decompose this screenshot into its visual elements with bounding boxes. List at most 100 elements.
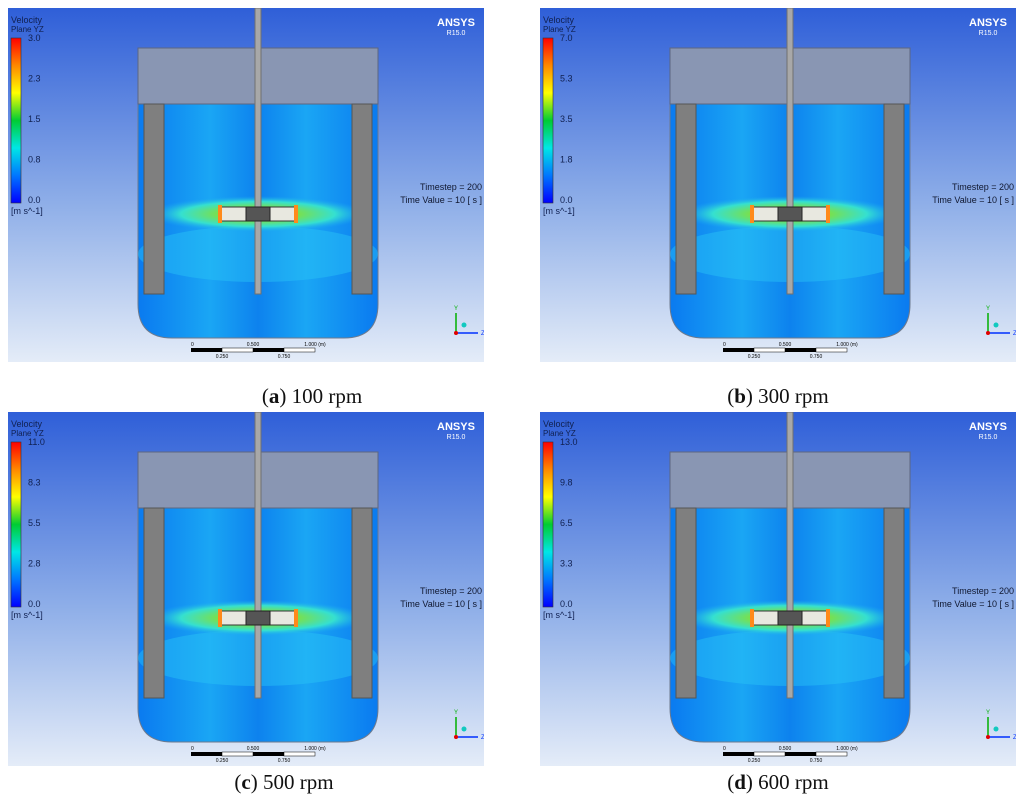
baffle-right <box>351 103 373 295</box>
panel-caption: (a) 100 rpm <box>261 384 363 408</box>
scale-label: 0.250 <box>748 354 761 360</box>
time-value-label: Time Value = 10 [ s ] <box>932 599 1014 609</box>
legend-subtitle: Plane YZ <box>11 25 44 34</box>
legend-tick-label: 0.0 <box>28 599 41 609</box>
z-axis-label: Z <box>481 331 484 337</box>
panel-b: Velocity Plane YZ 7.0 5.3 3.5 1.8 0.0 [m s^-1] A… <box>540 8 1016 362</box>
panel-letter: d <box>734 770 746 794</box>
stirred-tank <box>669 412 911 743</box>
legend-tick-label: 3.3 <box>560 559 573 569</box>
baffle-right <box>883 507 905 699</box>
legend-tick-label: 0.0 <box>28 195 41 205</box>
panel-caption: (b) 300 rpm <box>727 384 829 408</box>
legend-unit: [m s^-1] <box>543 206 575 216</box>
time-value-label: Time Value = 10 [ s ] <box>400 195 482 205</box>
stirred-tank <box>137 8 379 339</box>
legend-tick-label: 7.0 <box>560 33 573 43</box>
panel-a: Velocity Plane YZ 3.0 2.3 1.5 0.8 0.0 [m s^-1] A… <box>8 8 484 362</box>
blade-tip-left <box>750 609 754 627</box>
panel-letter: a <box>268 384 280 408</box>
scale-label: 0.500 <box>247 342 260 348</box>
view-sphere <box>993 322 999 328</box>
origin-marker <box>454 735 458 739</box>
legend-title: Velocity <box>11 15 43 25</box>
y-axis-label: Y <box>454 710 458 716</box>
baffle-left <box>675 507 697 699</box>
panel-letter: c <box>241 770 251 794</box>
legend-tick-label: 11.0 <box>28 437 45 447</box>
scale-label: 1.000 (m) <box>304 342 326 348</box>
scale-label: 0 <box>723 746 726 752</box>
origin-marker <box>986 331 990 335</box>
scale-label: 0 <box>723 342 726 348</box>
legend-subtitle: Plane YZ <box>11 429 44 438</box>
scale-label: 0.750 <box>278 758 291 764</box>
scale-bar: 0 0.500 1.000 (m) 0.250 0.750 <box>191 746 326 764</box>
legend-colorbar <box>10 37 22 204</box>
view-sphere <box>993 726 999 732</box>
origin-marker <box>986 735 990 739</box>
scale-label: 0.250 <box>748 758 761 764</box>
legend-colorbar <box>542 441 554 608</box>
baffle-left <box>675 103 697 295</box>
axis-triad: YZ <box>454 710 484 741</box>
origin-marker <box>454 331 458 335</box>
panel-c: Velocity Plane YZ 11.0 8.3 5.5 2.8 0.0 [m s^-1]… <box>8 412 484 766</box>
shaft <box>254 412 262 699</box>
blade-tip-right <box>826 609 830 627</box>
blade-tip-right <box>294 205 298 223</box>
blade-tip-right <box>294 609 298 627</box>
impeller-hub <box>245 206 271 222</box>
impeller-speed: 500 rpm <box>263 770 334 794</box>
timestep-label: Timestep = 200 <box>420 182 482 192</box>
legend-tick-label: 5.3 <box>560 74 573 84</box>
axis-triad: YZ <box>454 306 484 337</box>
scale-label: 0.750 <box>810 354 823 360</box>
scale-bar: 0 0.500 1.000 (m) 0.250 0.750 <box>723 342 858 360</box>
legend-unit: [m s^-1] <box>11 610 43 620</box>
z-axis-label: Z <box>1013 331 1016 337</box>
shaft <box>254 8 262 295</box>
stirred-tank <box>669 8 911 339</box>
legend-tick-label: 6.5 <box>560 518 573 528</box>
panel-d: Velocity Plane YZ 13.0 9.8 6.5 3.3 0.0 [m s^-1]… <box>540 412 1016 766</box>
scale-label: 0 <box>191 746 194 752</box>
scale-bar: 0 0.500 1.000 (m) 0.250 0.750 <box>723 746 858 764</box>
timestep-label: Timestep = 200 <box>420 586 482 596</box>
ansys-release: R15.0 <box>979 434 998 441</box>
scale-label: 1.000 (m) <box>836 746 858 752</box>
legend-unit: [m s^-1] <box>11 206 43 216</box>
y-axis-label: Y <box>454 306 458 312</box>
legend-colorbar <box>542 37 554 204</box>
ansys-logo: ANSYS <box>969 421 1007 433</box>
axis-triad: YZ <box>986 306 1016 337</box>
baffle-left <box>143 507 165 699</box>
legend-tick-label: 2.3 <box>28 74 41 84</box>
impeller-hub <box>245 610 271 626</box>
legend-tick-label: 1.8 <box>560 155 573 165</box>
scale-label: 0.500 <box>247 746 260 752</box>
blade-tip-left <box>218 205 222 223</box>
legend-colorbar <box>10 441 22 608</box>
panel-caption: (c) 500 rpm <box>234 770 334 794</box>
blade-tip-left <box>218 609 222 627</box>
legend-tick-label: 2.8 <box>28 559 41 569</box>
ansys-logo: ANSYS <box>969 17 1007 29</box>
scale-label: 0.250 <box>216 758 229 764</box>
time-value-label: Time Value = 10 [ s ] <box>932 195 1014 205</box>
panel-letter: b <box>734 384 746 408</box>
time-value-label: Time Value = 10 [ s ] <box>400 599 482 609</box>
legend-unit: [m s^-1] <box>543 610 575 620</box>
legend-tick-label: 9.8 <box>560 478 573 488</box>
scale-label: 0.500 <box>779 746 792 752</box>
shaft <box>786 8 794 295</box>
timestep-label: Timestep = 200 <box>952 586 1014 596</box>
